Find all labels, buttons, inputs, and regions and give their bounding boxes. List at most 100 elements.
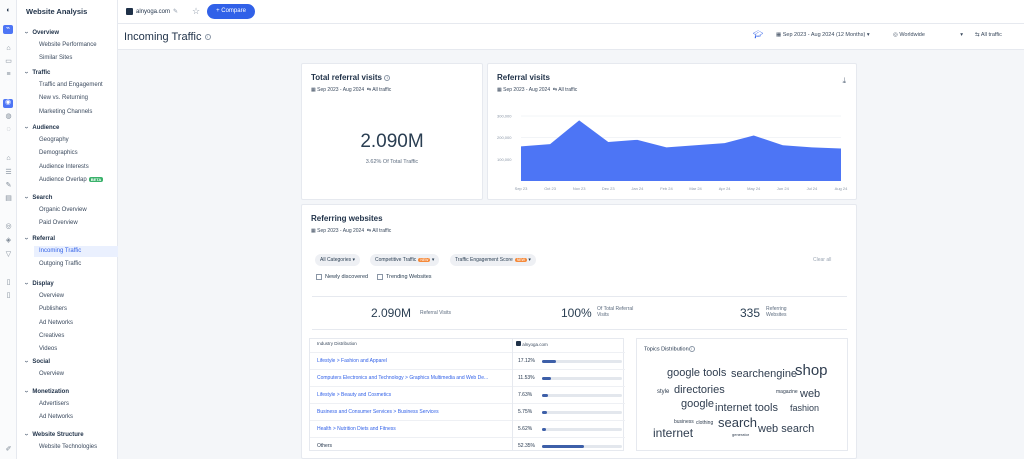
topic-word: google tools (667, 367, 727, 379)
sidebar-item-website-technologies[interactable]: Website Technologies (39, 444, 98, 450)
filter-icon[interactable]: ▽ (5, 251, 12, 258)
sidebar-item-advertisers[interactable]: Advertisers (39, 401, 70, 407)
sidebar-section-monetization[interactable]: Monetization (25, 388, 69, 395)
ref-card-title: Referring websites (311, 214, 383, 223)
trending-websites-checkbox[interactable]: Trending Websites (377, 274, 432, 280)
sidebar-section-audience[interactable]: Audience (25, 124, 59, 131)
settings-icon[interactable]: ◈ (5, 237, 12, 244)
sidebar-section-search[interactable]: Search (25, 194, 52, 201)
device-icon[interactable]: ▯ (6, 292, 11, 299)
sidebar-section-referral[interactable]: Referral (25, 235, 55, 242)
list-icon[interactable]: ≡ (6, 71, 11, 78)
column-divider (512, 339, 513, 450)
download-icon[interactable]: ⤓ (842, 76, 846, 85)
x-tick-label: Feb 24 (660, 186, 673, 191)
sidebar-section-overview[interactable]: Overview (25, 29, 59, 36)
info-icon[interactable]: i (384, 74, 391, 81)
sidebar: Website Analysis (17, 0, 118, 459)
sidebar-section-social[interactable]: Social (25, 358, 50, 365)
topic-word: internet (653, 426, 694, 440)
pen-icon[interactable]: ✎ (5, 182, 12, 189)
industry-link[interactable]: Lifestyle > Beauty and Cosmetics (317, 392, 392, 398)
folder-icon[interactable]: ▭ (5, 58, 12, 65)
sidebar-item-demographics[interactable]: Demographics (39, 150, 78, 157)
sidebar-item-overview[interactable]: Overview (39, 293, 65, 299)
list2-icon[interactable]: ☰ (5, 169, 12, 176)
industry-link: Others (317, 443, 333, 449)
alert-icon[interactable]: ◌ (6, 126, 11, 133)
sidebar-item-organic-overview[interactable]: Organic Overview (39, 207, 87, 213)
sidebar-item-ad-networks[interactable]: Ad Networks (39, 414, 74, 421)
globe-icon[interactable]: ◉ (3, 99, 13, 108)
chip-all-categories[interactable]: All Categories ▾ (315, 254, 361, 266)
stat-share-value: 100% (561, 306, 592, 320)
sidebar-item-ad-networks[interactable]: Ad Networks (39, 319, 74, 326)
doc-icon[interactable]: ▤ (5, 195, 12, 202)
traffic-selector[interactable]: ⇆ All traffic (975, 32, 1002, 38)
x-tick-label: Sep 23 (515, 186, 528, 191)
academy-icon[interactable]: 🎓︎ (753, 30, 764, 39)
help-icon[interactable]: ✐ (5, 446, 12, 453)
db-icon[interactable]: ◎ (5, 223, 12, 230)
sidebar-section-traffic[interactable]: Traffic (25, 69, 50, 76)
sidebar-item-geography[interactable]: Geography (39, 137, 69, 143)
top-bar: alnyoga.com ✎ ☆ + Compare (118, 0, 1024, 24)
sidebar-item-paid-overview[interactable]: Paid Overview (39, 220, 78, 227)
sidebar-item-website-performance[interactable]: Website Performance (39, 42, 97, 48)
share-bar-fill (542, 428, 547, 431)
topics-distribution: Topics Distribution i google tools search… (636, 338, 848, 451)
sidebar-section-website-structure[interactable]: Website Structure (25, 431, 83, 438)
date-range-picker[interactable]: ▦ Sep 2023 - Aug 2024 (12 Months) ▾ (776, 32, 870, 38)
sidebar-item-traffic-and-engagement[interactable]: Traffic and Engagement (39, 82, 103, 88)
newly-discovered-checkbox[interactable]: Newly discovered (316, 274, 368, 280)
sidebar-item-overview[interactable]: Overview (39, 371, 65, 377)
col-site-header: alnyoga.com (512, 339, 548, 352)
sidebar-section-display[interactable]: Display (25, 280, 53, 287)
phone-icon[interactable]: ▯ (6, 279, 11, 286)
logo-icon[interactable]: ◐ (6, 7, 11, 14)
topic-word: magazine (776, 389, 798, 395)
table-row: Lifestyle > Beauty and Cosmetics 7.63% (310, 386, 625, 403)
industry-link[interactable]: Health > Nutrition Diets and Fitness (317, 426, 396, 432)
sidebar-item-creatives[interactable]: Creatives (39, 332, 65, 339)
ref-card-subtitle: ▦ Sep 2023 - Aug 2024 ⇆ All traffic (311, 228, 392, 234)
industry-link[interactable]: Lifestyle > Fashion and Apparel (317, 358, 387, 364)
industry-link[interactable]: Computers Electronics and Technology > G… (317, 375, 489, 381)
topic-word: directories (674, 384, 725, 396)
industry-share-value: 7.63% (518, 392, 533, 398)
sidebar-item-outgoing-traffic[interactable]: Outgoing Traffic (39, 261, 82, 268)
sidebar-item-marketing-channels[interactable]: Marketing Channels (39, 108, 93, 115)
chip-engagement-score[interactable]: Traffic Engagement Score NEW ▾ (450, 254, 536, 266)
stat-referral-visits-value: 2.090M (371, 306, 412, 320)
site-selector[interactable]: alnyoga.com ✎ (126, 6, 178, 17)
x-tick-label: May 24 (747, 186, 761, 191)
sidebar-item-new-vs-returning[interactable]: New vs. Returning (39, 95, 89, 102)
star-icon[interactable]: ☆ (192, 6, 201, 16)
home-icon[interactable]: ⌂ (6, 45, 11, 52)
table-row: Others 52.35% (310, 437, 625, 454)
x-tick-label: Nov 23 (573, 186, 586, 191)
bank-icon[interactable]: ⌂ (6, 155, 11, 162)
x-tick-label: Jul 24 (807, 186, 818, 191)
industry-link[interactable]: Business and Consumer Services > Busines… (317, 409, 439, 415)
sidebar-item-similar-sites[interactable]: Similar Sites (39, 55, 73, 62)
sidebar-item-publishers[interactable]: Publishers (39, 306, 68, 313)
edit-icon[interactable]: ✎ (173, 9, 179, 15)
clear-all-button[interactable]: Clear all (813, 257, 832, 263)
chart-card-subtitle: ▦ Sep 2023 - Aug 2024 ⇆ All traffic (497, 87, 578, 93)
wand-icon[interactable]: ⌁ (3, 25, 13, 34)
x-tick-label: Apr 24 (719, 186, 732, 191)
report-icon[interactable]: ◍ (5, 113, 12, 120)
sidebar-item-audience-interests[interactable]: Audience Interests (39, 163, 89, 170)
sidebar-item-videos[interactable]: Videos (39, 346, 58, 353)
industry-share-value: 11.53% (518, 375, 535, 381)
sidebar-item-audience-overlap[interactable]: Audience Overlap BETA (39, 176, 104, 183)
table-row: Health > Nutrition Diets and Fitness 5.62… (310, 420, 625, 437)
info-icon[interactable]: i (688, 346, 695, 352)
compare-button[interactable]: + Compare (207, 4, 255, 19)
info-icon[interactable]: i (204, 34, 211, 41)
region-selector[interactable]: ◎ Worldwide ▾ (893, 32, 963, 38)
chip-competitive-traffic[interactable]: Competitive Traffic NEW ▾ (370, 254, 440, 266)
total-card-title: Total referral visits i (311, 73, 391, 82)
topic-word: shop (795, 362, 828, 379)
